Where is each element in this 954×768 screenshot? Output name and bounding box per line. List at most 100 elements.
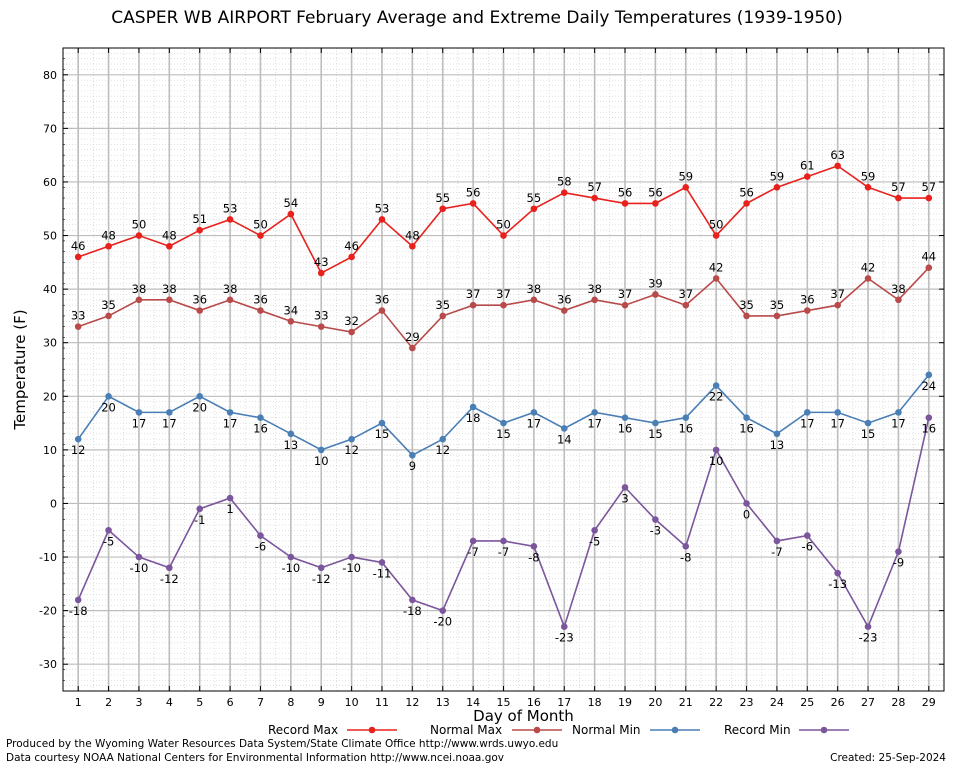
data-point (469, 537, 477, 545)
x-tick-label: 4 (166, 696, 173, 709)
data-label: 20 (192, 400, 207, 414)
data-point (378, 419, 386, 427)
data-point (530, 296, 538, 304)
data-label: -3 (650, 524, 661, 538)
data-point (621, 414, 629, 422)
data-label: 39 (648, 276, 663, 290)
data-label: 33 (314, 309, 329, 323)
data-label: -9 (893, 556, 904, 570)
data-label: 12 (435, 443, 450, 457)
data-point (469, 301, 477, 309)
data-label: 61 (800, 159, 815, 173)
data-label: -5 (589, 534, 600, 548)
y-tick-label: 60 (43, 176, 57, 189)
y-tick-label: 30 (43, 337, 57, 350)
data-point (348, 328, 355, 336)
data-label: 16 (253, 422, 268, 436)
data-label: 56 (466, 185, 481, 199)
data-label: 15 (648, 427, 663, 441)
data-label: -8 (528, 550, 539, 564)
data-point (409, 344, 416, 352)
data-label: 51 (192, 212, 207, 226)
data-label: 50 (496, 218, 511, 232)
data-point (591, 194, 598, 202)
data-label: 35 (770, 298, 785, 312)
data-label: 38 (162, 282, 177, 296)
data-label: 37 (830, 287, 845, 301)
data-label: 10 (709, 454, 724, 468)
data-point (226, 296, 234, 304)
data-label: 12 (71, 443, 86, 457)
data-point (378, 559, 386, 566)
data-point (560, 307, 568, 314)
data-label: 15 (375, 427, 390, 441)
data-label: 13 (770, 438, 785, 452)
data-point (348, 435, 355, 443)
x-tick-label: 5 (196, 696, 203, 709)
data-label: -7 (467, 545, 478, 559)
data-point (257, 232, 264, 239)
x-tick-label: 7 (257, 696, 264, 709)
data-label: 53 (223, 201, 238, 215)
data-point (621, 301, 629, 309)
data-point (743, 500, 750, 507)
data-label: 56 (739, 185, 754, 199)
data-point (135, 232, 143, 239)
data-label: 57 (891, 180, 906, 194)
y-tick-label: 40 (43, 283, 57, 296)
data-point (803, 409, 811, 416)
data-label: 38 (132, 282, 147, 296)
footer-data-courtesy: Data courtesy NOAA National Centers for … (6, 752, 505, 764)
legend: Record Max Normal Max Normal Min Record Min (268, 723, 849, 737)
data-label: -12 (312, 572, 331, 586)
data-point (226, 409, 234, 416)
data-point (530, 205, 538, 213)
data-point (74, 323, 82, 330)
footer-produced-by: Produced by the Wyoming Water Resources … (6, 738, 559, 750)
data-point (166, 564, 173, 572)
x-tick-label: 10 (345, 696, 359, 709)
y-tick-label: 10 (43, 444, 57, 457)
data-point (621, 484, 629, 491)
data-point (74, 435, 82, 443)
x-tick-label: 9 (318, 696, 325, 709)
data-label: 14 (557, 432, 572, 446)
data-point (409, 596, 416, 604)
data-label: 36 (253, 293, 268, 307)
data-label: 59 (861, 169, 876, 183)
data-label: 36 (192, 293, 207, 307)
data-label: -11 (373, 566, 392, 580)
data-point (895, 296, 902, 304)
data-point (74, 596, 82, 604)
data-label: -6 (802, 540, 813, 554)
data-label: 53 (375, 201, 390, 215)
data-label: 37 (496, 287, 511, 301)
data-label: 38 (891, 282, 906, 296)
data-label: 17 (587, 416, 602, 430)
data-point (439, 435, 447, 443)
data-point (895, 548, 902, 555)
data-label: 57 (587, 180, 602, 194)
data-point (682, 184, 690, 191)
data-label: 35 (739, 298, 754, 312)
data-label: 0 (743, 507, 750, 521)
data-point (803, 173, 811, 180)
data-label: 48 (405, 228, 420, 242)
data-label: 17 (527, 416, 542, 430)
data-point (439, 607, 447, 614)
data-point (925, 371, 933, 379)
legend-marker (671, 726, 679, 734)
data-point (287, 553, 295, 561)
x-tick-label: 14 (466, 696, 480, 709)
data-label: 15 (496, 427, 511, 441)
data-point (500, 537, 507, 545)
data-point (469, 403, 477, 411)
x-tick-label: 3 (135, 696, 142, 709)
data-label: 20 (101, 400, 116, 414)
data-point (682, 414, 690, 422)
data-label: 42 (861, 260, 876, 274)
data-label: 1 (226, 502, 233, 516)
data-label: 13 (284, 438, 299, 452)
